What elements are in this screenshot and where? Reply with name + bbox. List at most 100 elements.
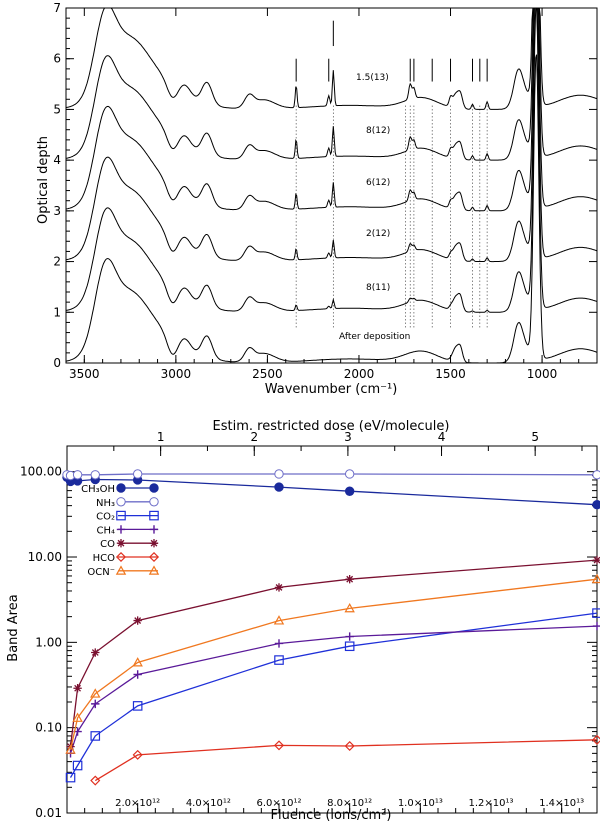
spectra-x-tick-label: 2000 (344, 367, 375, 381)
series-line (66, 473, 598, 477)
band-area-y-tick-label: 0.10 (35, 721, 62, 735)
data-point (90, 470, 100, 480)
series-3 (66, 621, 600, 758)
data-point (132, 657, 143, 667)
data-point (148, 551, 160, 563)
spectra-y-tick-label: 1 (53, 305, 61, 319)
band-area-x-tick-label: 2.0×10¹² (115, 798, 160, 809)
data-point (273, 615, 285, 625)
data-point (133, 616, 142, 625)
data-point (592, 621, 600, 631)
series-4 (66, 555, 600, 751)
spectra-x-tick-label: 3000 (161, 367, 192, 381)
band-area-series (62, 469, 600, 786)
spectra-y-tick-label: 7 (53, 1, 61, 15)
legend-label: CO₂ (96, 512, 115, 523)
data-point (115, 551, 127, 563)
spectra-y-tick-label: 5 (53, 102, 61, 116)
data-point (65, 772, 76, 783)
band-area-legend: CH₃OH NH₃ CO₂ CH₄ CO HCO OCN⁻ (81, 483, 160, 578)
series-0 (62, 472, 600, 510)
spectra-y-tick-label: 2 (53, 255, 61, 269)
data-point (132, 469, 143, 479)
data-point (345, 574, 354, 584)
dose-tick-label: 5 (531, 430, 539, 444)
spectrum-label-8e11: 8(11) (366, 283, 390, 293)
spectrum-label-6e12: 6(12) (366, 178, 390, 188)
spectra-y-axis-label: Optical depth (36, 136, 51, 224)
spectra-x-tick-label: 1000 (527, 367, 558, 381)
legend-label: NH₃ (96, 498, 115, 509)
band-area-panel: 100.00 10.00 1.00 0.10 0.01 2.0×10¹² 4.0×10¹² 6… (6, 419, 600, 823)
spectra-x-tick-label: 1500 (435, 367, 466, 381)
data-point (149, 539, 159, 548)
data-point (132, 749, 143, 760)
data-point (91, 648, 100, 657)
data-point (90, 775, 101, 786)
data-point (116, 510, 126, 521)
data-point (592, 608, 600, 618)
spectrum-curve-3 (65, 7, 598, 263)
data-point (72, 470, 83, 480)
legend-label: CO (100, 539, 115, 550)
band-markers (295, 20, 488, 82)
band-area-x-axis-label: Fluence (ions/cm²) (271, 808, 392, 823)
spectrum-curve-2 (65, 7, 598, 313)
data-point (148, 565, 160, 575)
spectra-x-axis-label: Wavenumber (cm⁻¹) (265, 382, 398, 397)
data-point (273, 740, 285, 751)
top-axis-label: Estim. restricted dose (eV/molecule) (213, 419, 450, 434)
dose-tick-label: 4 (438, 430, 446, 444)
series-line (66, 476, 598, 506)
data-point (116, 525, 126, 534)
data-point (592, 555, 600, 565)
spectra-x-tick-label: 3500 (69, 367, 100, 381)
series-1 (62, 469, 600, 481)
data-point (344, 740, 355, 752)
legend-label: CH₄ (96, 525, 115, 536)
spectrum-label-2e12: 2(12) (366, 229, 390, 239)
series-line (69, 625, 598, 754)
data-point (344, 486, 355, 496)
spectra-axes: 3500 3000 2500 2000 1500 1000 0 1 2 3 4 5 6 7 (53, 1, 598, 381)
spectra-y-tick-label: 3 (53, 204, 61, 218)
data-point (274, 469, 284, 479)
data-point (344, 602, 355, 613)
series-2 (65, 608, 600, 783)
spectrum-curve-6 (65, 7, 598, 110)
data-point (65, 744, 76, 754)
spectrum-curve-1 (65, 54, 598, 364)
spectrum-label-1-5e13: 1.5(13) (356, 73, 389, 83)
spectra-x-tick-label: 2500 (252, 367, 283, 381)
data-point (116, 497, 126, 507)
data-point (149, 510, 159, 521)
data-point (116, 539, 126, 548)
series-5 (90, 734, 600, 786)
band-area-x-tick-label: 6.0×10¹² (256, 798, 301, 809)
data-point (149, 497, 159, 507)
series-line (69, 578, 598, 750)
legend-label: OCN⁻ (87, 567, 115, 578)
data-point (274, 482, 284, 492)
data-point (72, 712, 83, 722)
data-point (133, 670, 142, 679)
spectrum-label-8e12: 8(12) (366, 126, 390, 136)
data-point (116, 483, 126, 493)
data-point (149, 483, 159, 493)
band-area-y-tick-label: 100.00 (20, 465, 62, 479)
series-line (94, 739, 598, 782)
spectrum-label-after-deposition: After deposition (339, 332, 410, 342)
data-point (344, 641, 355, 652)
legend-label: HCO (93, 553, 116, 564)
spectra-y-tick-label: 0 (53, 356, 61, 370)
series-6 (65, 573, 600, 754)
data-point (592, 500, 600, 510)
data-point (344, 469, 355, 479)
data-point (73, 684, 82, 693)
dose-tick-label: 1 (157, 430, 165, 444)
spectra-panel: 3500 3000 2500 2000 1500 1000 0 1 2 3 4 5 6 7 1.5(13)… (36, 1, 598, 397)
band-area-x-tick-label: 1.0×10¹³ (398, 798, 443, 809)
data-point (132, 701, 143, 711)
band-area-y-axis-label: Band Area (6, 594, 21, 661)
